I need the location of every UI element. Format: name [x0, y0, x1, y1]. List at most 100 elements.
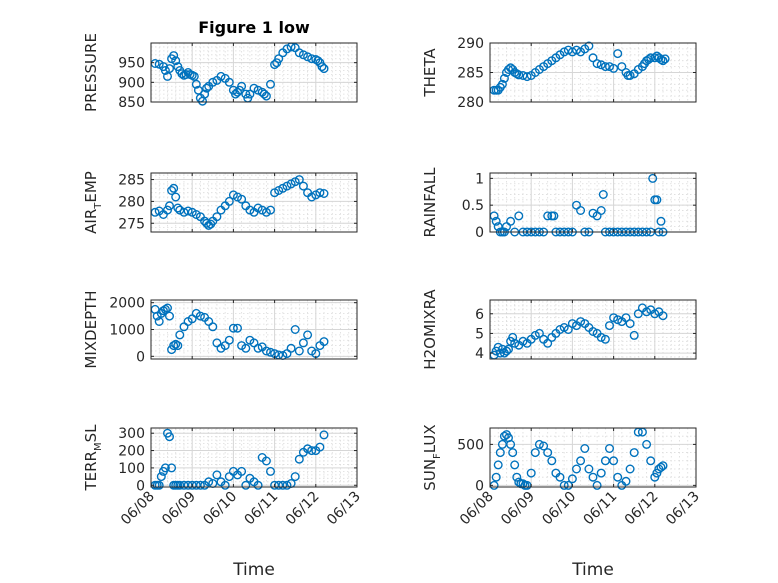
data-point — [491, 216, 501, 226]
data-point — [169, 51, 179, 61]
x-axis-label: Time — [232, 560, 275, 580]
data-point — [605, 321, 615, 331]
data-point — [160, 65, 170, 75]
y-tick-label: 850 — [118, 95, 145, 111]
data-point — [167, 185, 177, 195]
data-point — [319, 430, 329, 440]
data-point — [567, 474, 577, 484]
data-point — [576, 317, 586, 327]
data-point — [298, 338, 308, 348]
y-axis-label-part: AIR — [82, 209, 100, 234]
data-point — [173, 341, 183, 351]
data-point — [282, 480, 292, 490]
data-point — [202, 83, 212, 93]
data-point — [224, 77, 234, 87]
data-point — [270, 60, 280, 70]
data-point — [171, 192, 181, 202]
data-point — [160, 463, 170, 473]
data-point — [303, 444, 313, 454]
chart-title: Figure 1 low — [198, 18, 310, 37]
data-point — [290, 325, 300, 335]
y-tick-label: 100 — [118, 461, 145, 477]
x-tick-label: 06/09 — [159, 489, 199, 529]
data-point — [195, 480, 205, 490]
data-point — [169, 183, 179, 193]
data-point — [261, 91, 271, 101]
data-point — [160, 304, 170, 314]
data-point — [596, 468, 606, 478]
data-point — [656, 216, 666, 226]
series-markers — [489, 41, 670, 95]
data-point — [216, 71, 226, 81]
data-point — [253, 480, 263, 490]
data-point — [175, 330, 185, 340]
y-tick-label: 200 — [118, 444, 145, 460]
data-point — [621, 313, 631, 323]
x-tick-label: 06/12 — [283, 489, 323, 529]
x-tick-label: 06/13 — [663, 489, 703, 529]
data-point — [491, 472, 501, 482]
data-point — [613, 315, 623, 325]
data-point — [584, 41, 594, 51]
data-point — [307, 54, 317, 64]
x-axis-label: Time — [571, 560, 614, 580]
data-point — [555, 325, 565, 335]
data-point — [171, 339, 181, 349]
x-tick-label: 06/11 — [581, 489, 621, 529]
subplot-pressure: 850 900 950 PRESSURE Figure 1 low — [82, 18, 358, 112]
data-point — [167, 463, 177, 473]
data-point — [596, 332, 606, 342]
data-point — [237, 466, 247, 476]
data-point — [245, 89, 255, 99]
data-point — [658, 56, 668, 66]
data-point — [298, 181, 308, 191]
data-point — [499, 431, 509, 441]
data-point — [563, 325, 573, 335]
data-point — [286, 343, 296, 353]
data-point — [193, 85, 203, 95]
y-tick-label: 5 — [475, 326, 484, 342]
y-tick-label: 0.5 — [462, 198, 484, 214]
data-point — [576, 205, 586, 215]
data-point — [621, 476, 631, 486]
data-point — [555, 472, 565, 482]
data-point — [261, 456, 271, 466]
data-point — [154, 480, 164, 490]
axes-box — [150, 427, 358, 488]
data-point — [526, 468, 536, 478]
data-point — [164, 64, 174, 74]
data-point — [543, 211, 553, 221]
data-point — [266, 205, 276, 215]
data-point — [543, 448, 553, 458]
data-point — [510, 338, 520, 348]
data-point — [261, 346, 271, 356]
series-markers — [489, 303, 668, 360]
data-point — [633, 309, 643, 319]
subplot-air_temp: 275 280 285 AIRTEMP — [82, 171, 358, 234]
y-axis-label-part: SL — [82, 424, 100, 443]
data-point — [646, 456, 656, 466]
y-axis-label: RAINFALL — [421, 167, 439, 238]
x-tick-label: 06/09 — [498, 489, 538, 529]
data-point — [189, 71, 199, 81]
data-point — [644, 55, 654, 65]
y-axis-label: MIXDEPTH — [82, 290, 100, 368]
data-point — [506, 216, 516, 226]
data-point — [290, 472, 300, 482]
y-tick-label: 0 — [475, 225, 484, 241]
data-point — [162, 303, 172, 313]
y-axis-label: THETA — [421, 48, 439, 98]
data-point — [642, 439, 652, 449]
y-tick-label: 285 — [457, 66, 484, 82]
y-tick-label: 275 — [118, 216, 145, 232]
data-point — [241, 343, 251, 353]
plot-area — [490, 428, 696, 487]
y-axis-label-subscript: M — [93, 442, 104, 451]
data-point — [629, 330, 639, 340]
data-point — [588, 327, 598, 337]
data-point — [259, 89, 269, 99]
data-point — [588, 53, 598, 63]
data-point — [253, 343, 263, 353]
data-point — [164, 311, 174, 321]
